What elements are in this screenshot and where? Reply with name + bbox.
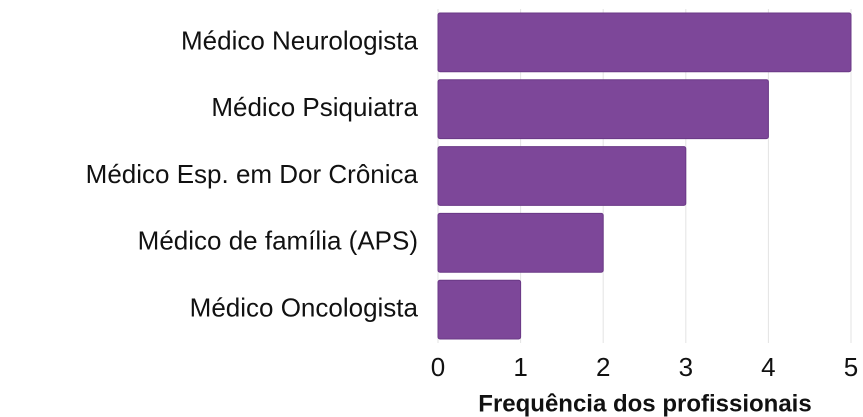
y-tick-label: Médico Psiquiatra [211,92,418,122]
x-tick-label: 1 [513,352,527,382]
x-tick-label: 2 [596,352,610,382]
bar [437,12,852,73]
x-tick-label: 4 [761,352,775,382]
x-tick-label: 3 [679,352,693,382]
y-tick-label: Médico Esp. em Dor Crônica [86,159,419,189]
y-tick-label: Médico Oncologista [190,292,419,322]
y-tick-label: Médico de família (APS) [138,226,418,256]
y-tick-label: Médico Neurologista [181,25,419,55]
x-tick-label: 5 [844,352,858,382]
bar [437,212,604,273]
bar [437,79,769,140]
x-axis-title: Frequência dos profissionais [478,390,811,417]
x-tick-label: 0 [431,352,445,382]
bar [437,279,522,340]
bar [437,146,687,206]
